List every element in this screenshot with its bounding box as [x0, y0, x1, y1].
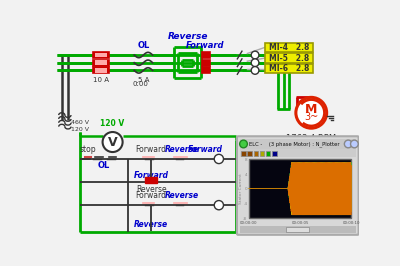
Bar: [145, 177, 157, 183]
Text: 00:00:05: 00:00:05: [292, 221, 309, 225]
Text: V: V: [108, 136, 118, 148]
Bar: [254, 151, 258, 156]
Text: 120 V: 120 V: [100, 119, 125, 128]
Text: Reverse: Reverse: [165, 145, 199, 153]
Text: 4: 4: [245, 173, 247, 177]
Circle shape: [251, 66, 259, 74]
Bar: [95, 60, 107, 65]
Text: 460 V: 460 V: [71, 120, 89, 125]
Text: -8: -8: [243, 217, 247, 221]
Bar: [240, 149, 356, 157]
Text: Reverse: Reverse: [136, 185, 166, 194]
Text: 3~: 3~: [304, 113, 318, 122]
Text: 8: 8: [245, 158, 247, 162]
Bar: [265, 43, 313, 52]
Bar: [93, 52, 109, 58]
Text: Forward: Forward: [186, 41, 224, 50]
Text: Reverse: Reverse: [168, 32, 208, 41]
Text: MI-5   2.8: MI-5 2.8: [269, 54, 309, 63]
Bar: [95, 53, 107, 57]
Circle shape: [344, 140, 352, 148]
Text: MI-6   2.8: MI-6 2.8: [269, 64, 309, 73]
Text: Forward: Forward: [136, 191, 167, 200]
Text: stop: stop: [80, 145, 96, 153]
Circle shape: [214, 201, 224, 210]
Text: 5 A: 5 A: [138, 77, 149, 82]
Text: Forward: Forward: [134, 171, 169, 180]
Bar: [249, 159, 351, 218]
Circle shape: [350, 140, 358, 148]
Text: 0:00: 0:00: [132, 81, 148, 87]
Bar: [240, 139, 356, 149]
Circle shape: [102, 132, 123, 152]
Bar: [260, 151, 264, 156]
Circle shape: [251, 59, 259, 66]
Bar: [202, 60, 210, 66]
Text: 00:00:00: 00:00:00: [240, 221, 258, 225]
Circle shape: [214, 154, 224, 164]
Text: 1763.4 RPM: 1763.4 RPM: [286, 134, 336, 143]
Text: 10 A: 10 A: [93, 77, 109, 82]
Text: 0: 0: [245, 187, 247, 191]
Bar: [240, 226, 356, 233]
Text: ELC -    (3 phase Motor) : N_Plotter: ELC - (3 phase Motor) : N_Plotter: [249, 141, 339, 147]
Bar: [241, 151, 246, 156]
Text: Forward: Forward: [136, 145, 167, 153]
Text: Forward: Forward: [188, 145, 222, 153]
Bar: [93, 67, 109, 73]
Text: Reverse: Reverse: [134, 220, 168, 229]
Text: M: M: [305, 103, 318, 116]
Circle shape: [251, 51, 259, 59]
Bar: [202, 52, 210, 58]
Bar: [247, 151, 252, 156]
Bar: [286, 227, 309, 232]
Text: Reverse: Reverse: [165, 191, 199, 200]
Text: 00:00:10: 00:00:10: [342, 221, 360, 225]
Circle shape: [296, 97, 327, 128]
Bar: [265, 64, 313, 73]
Bar: [95, 68, 107, 73]
FancyBboxPatch shape: [237, 136, 359, 235]
Bar: [93, 60, 109, 66]
Text: OL: OL: [97, 161, 110, 171]
Bar: [202, 67, 210, 73]
Bar: [266, 151, 270, 156]
Bar: [265, 53, 313, 63]
Bar: [272, 151, 277, 156]
Text: 120 V: 120 V: [71, 127, 89, 132]
Text: -4: -4: [243, 202, 247, 206]
Text: OL: OL: [137, 41, 150, 50]
Text: Stator Current: Stator Current: [239, 173, 243, 204]
Text: MI-4   2.8: MI-4 2.8: [269, 43, 309, 52]
Circle shape: [240, 140, 247, 148]
